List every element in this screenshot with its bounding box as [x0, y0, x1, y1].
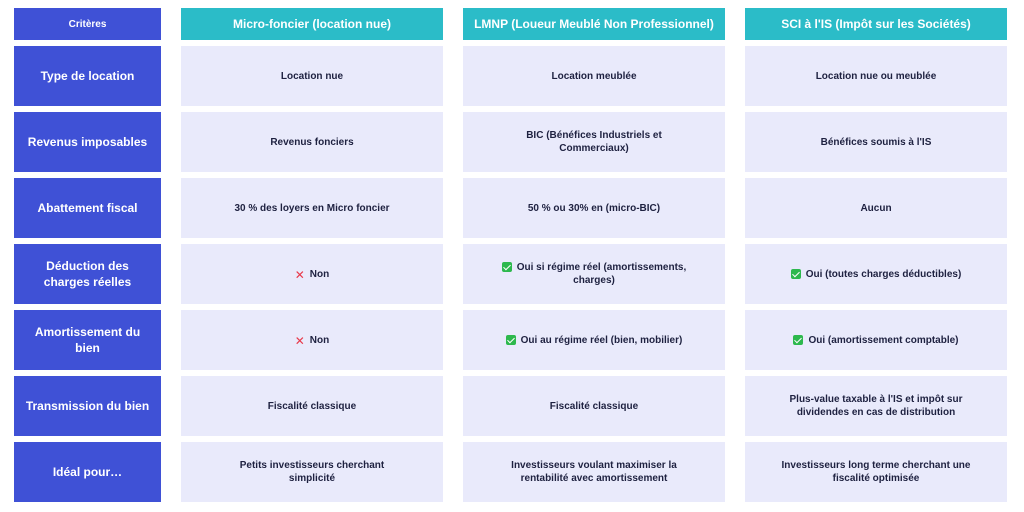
row-header-type-location: Type de location — [14, 46, 161, 106]
table-cell: 30 % des loyers en Micro foncier — [181, 178, 443, 238]
column-header-lmnp: LMNP (Loueur Meublé Non Professionnel) — [463, 8, 725, 40]
cell-text: Petits investisseurs cherchant simplicit… — [239, 460, 385, 484]
cell-text: Oui (toutes charges déductibles) — [805, 268, 962, 280]
cell-text: Oui au régime réel (bien, mobilier) — [520, 334, 683, 346]
row-header-ideal-pour: Idéal pour… — [14, 442, 161, 502]
table-cell: Investisseurs long terme cherchant une f… — [745, 442, 1007, 502]
cell-text: Non — [309, 268, 330, 280]
cell-text: Fiscalité classique — [267, 400, 357, 412]
cell-text: 50 % ou 30% en (micro-BIC) — [527, 202, 661, 214]
table-cell: Location nue — [181, 46, 443, 106]
table-cell: Petits investisseurs cherchant simplicit… — [181, 442, 443, 502]
cell-text: Location nue ou meublée — [815, 70, 937, 82]
table-cell: Location meublée — [463, 46, 725, 106]
table-cell: BIC (Bénéfices Industriels et Commerciau… — [463, 112, 725, 172]
cell-text: BIC (Bénéfices Industriels et Commerciau… — [526, 130, 662, 154]
cell-text: Plus-value taxable à l'IS et impôt sur d… — [789, 394, 963, 418]
table-cell: Location nue ou meublée — [745, 46, 1007, 106]
row-header-abattement-fiscal: Abattement fiscal — [14, 178, 161, 238]
table-cell: Revenus fonciers — [181, 112, 443, 172]
cell-text: Location meublée — [551, 70, 637, 82]
cell-text: Investisseurs long terme cherchant une f… — [781, 460, 971, 484]
table-cell: Fiscalité classique — [181, 376, 443, 436]
table-cell: Investisseurs voulant maximiser la renta… — [463, 442, 725, 502]
cell-text: Non — [309, 334, 330, 346]
column-header-micro-foncier: Micro-foncier (location nue) — [181, 8, 443, 40]
row-header-deduction-charges: Déduction des charges réelles — [14, 244, 161, 304]
cell-text: 30 % des loyers en Micro foncier — [234, 202, 390, 214]
check-icon — [793, 334, 804, 345]
table-cell: Fiscalité classique — [463, 376, 725, 436]
cell-text: Aucun — [860, 202, 892, 214]
table-cell: Plus-value taxable à l'IS et impôt sur d… — [745, 376, 1007, 436]
table-cell: Oui au régime réel (bien, mobilier) — [463, 310, 725, 370]
cell-text: Location nue — [280, 70, 344, 82]
cell-text: Oui (amortissement comptable) — [808, 334, 959, 346]
table-cell: ✕ Non — [181, 310, 443, 370]
cell-text: Bénéfices soumis à l'IS — [820, 136, 932, 148]
cross-icon: ✕ — [294, 267, 305, 282]
table-cell: Oui si régime réel (amortissements, char… — [463, 244, 725, 304]
cell-text: Investisseurs voulant maximiser la renta… — [511, 460, 677, 484]
row-header-transmission: Transmission du bien — [14, 376, 161, 436]
table-cell: 50 % ou 30% en (micro-BIC) — [463, 178, 725, 238]
check-icon — [790, 268, 801, 279]
cross-icon: ✕ — [294, 333, 305, 348]
column-header-sci-is: SCI à l'IS (Impôt sur les Sociétés) — [745, 8, 1007, 40]
check-icon — [505, 334, 516, 345]
row-header-amortissement: Amortissement du bien — [14, 310, 161, 370]
cell-text: Revenus fonciers — [270, 136, 354, 148]
cell-text: Oui si régime réel (amortissements, char… — [516, 262, 687, 286]
comparison-table: Critères Micro-foncier (location nue) LM… — [14, 8, 1010, 502]
table-cell: Bénéfices soumis à l'IS — [745, 112, 1007, 172]
criteria-header: Critères — [14, 8, 161, 40]
check-icon — [501, 262, 512, 272]
table-cell: Oui (toutes charges déductibles) — [745, 244, 1007, 304]
cell-text: Fiscalité classique — [549, 400, 639, 412]
table-cell: Aucun — [745, 178, 1007, 238]
row-header-revenus-imposables: Revenus imposables — [14, 112, 161, 172]
table-cell: Oui (amortissement comptable) — [745, 310, 1007, 370]
table-cell: ✕ Non — [181, 244, 443, 304]
